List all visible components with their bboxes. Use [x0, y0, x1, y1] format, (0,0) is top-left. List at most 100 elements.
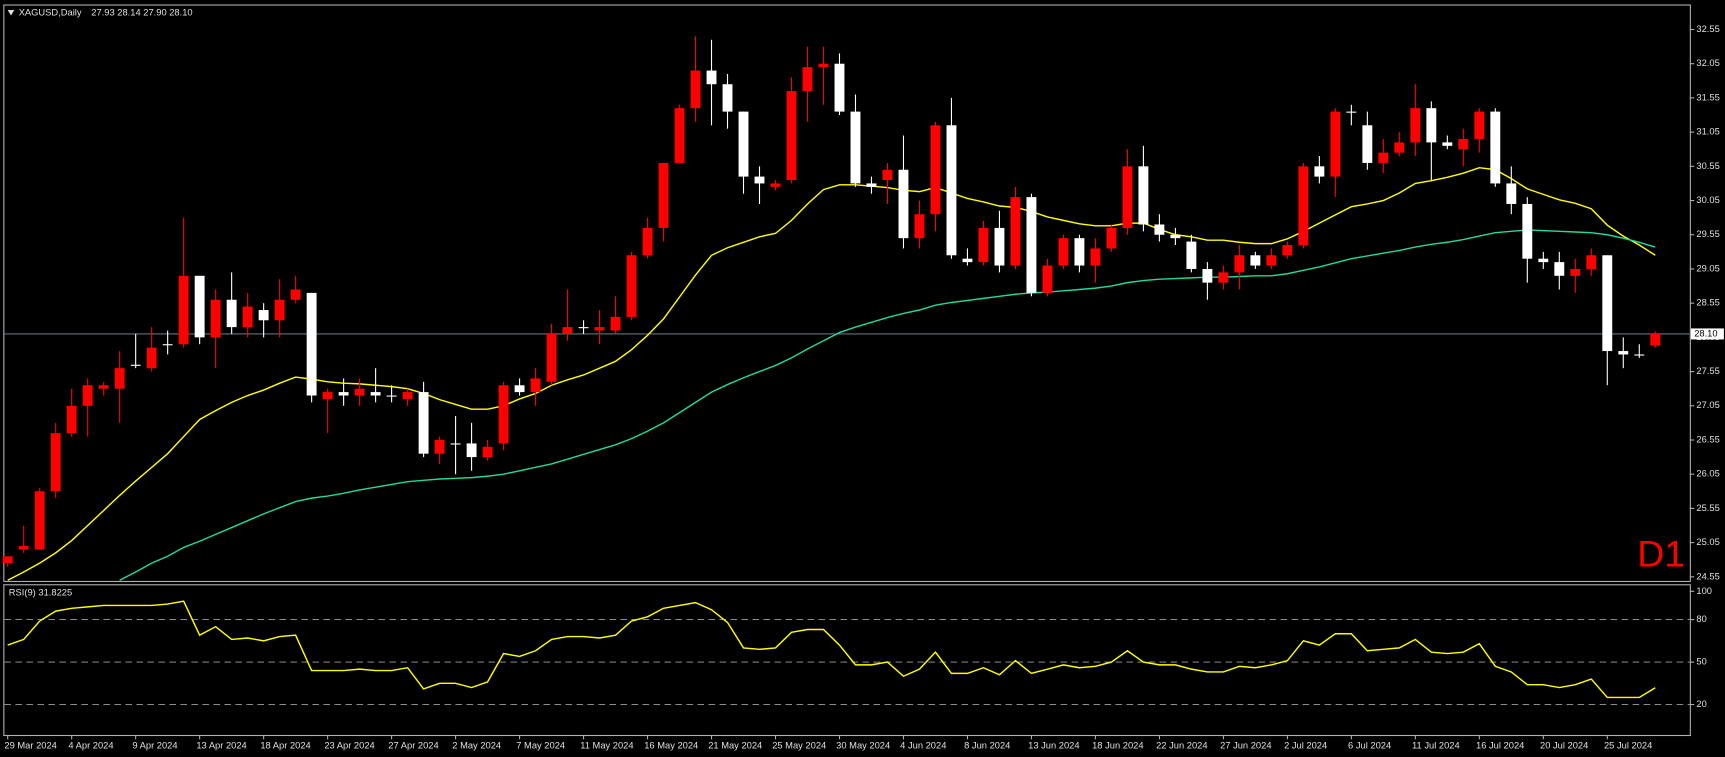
- y-tick-label: 32.55: [1696, 24, 1719, 34]
- y-tick-label: 24.55: [1696, 571, 1719, 581]
- candle-body: [1202, 268, 1213, 283]
- candle-body: [642, 227, 653, 256]
- x-tick-label: 8 Jun 2024: [964, 740, 1010, 750]
- candle-body: [290, 289, 301, 300]
- candle-body: [1314, 166, 1325, 177]
- candle-body: [546, 333, 557, 382]
- x-tick-label: 4 Apr 2024: [68, 740, 113, 750]
- x-tick-label: 21 May 2024: [708, 740, 762, 750]
- candle-body: [1218, 272, 1229, 283]
- x-tick-label: 2 May 2024: [452, 740, 501, 750]
- candle-body: [226, 299, 237, 328]
- current-price-box: [1690, 328, 1724, 340]
- x-tick-label: 18 Jun 2024: [1092, 740, 1143, 750]
- y-tick-label: 80: [1696, 614, 1706, 624]
- candle-body: [1170, 234, 1181, 239]
- candle-body: [1378, 152, 1389, 163]
- candle-body: [1570, 268, 1581, 276]
- y-tick-label: 32.05: [1696, 58, 1719, 68]
- x-tick-label: 18 Apr 2024: [260, 740, 310, 750]
- chart-subtitle: 27.93 28.14 27.90 28.10: [91, 8, 192, 18]
- candle-body: [818, 63, 829, 68]
- x-tick-label: 25 Jul 2024: [1604, 740, 1652, 750]
- candle-body: [1234, 255, 1245, 273]
- candle-body: [338, 392, 349, 396]
- x-tick-label: 9 Apr 2024: [132, 740, 177, 750]
- x-tick-label: 27 Jun 2024: [1220, 740, 1271, 750]
- x-tick-label: 6 Jul 2024: [1348, 740, 1391, 750]
- candle-body: [82, 385, 93, 406]
- candle-body: [610, 316, 621, 331]
- candle-body: [210, 299, 221, 338]
- rsi-pane-border: [3, 584, 1691, 737]
- candle-body: [498, 385, 509, 444]
- x-tick-label: 11 Jul 2024: [1412, 740, 1460, 750]
- x-tick-label: 23 Apr 2024: [324, 740, 374, 750]
- candle-body: [1282, 245, 1293, 256]
- candle-body: [866, 183, 877, 187]
- candle-body: [994, 227, 1005, 266]
- candle-body: [1394, 142, 1405, 153]
- candle-body: [450, 443, 461, 445]
- candle-body: [466, 443, 477, 458]
- y-tick-label: 30.05: [1696, 195, 1719, 205]
- candle-body: [1106, 227, 1117, 249]
- price-pane-border: [3, 4, 1691, 583]
- candle-body: [18, 546, 29, 550]
- candle-body: [1474, 111, 1485, 139]
- candle-body: [898, 169, 909, 239]
- y-tick-label: 100: [1696, 586, 1712, 596]
- candle-body: [930, 125, 941, 215]
- y-tick-label: 29.55: [1696, 229, 1719, 239]
- y-tick-label: 26.05: [1696, 469, 1719, 479]
- x-tick-label: 7 May 2024: [516, 740, 565, 750]
- candle-body: [1618, 351, 1629, 355]
- candle-body: [322, 392, 333, 399]
- candle-body: [978, 227, 989, 263]
- candle-body: [1154, 224, 1165, 235]
- y-tick-label: 27.55: [1696, 366, 1719, 376]
- candle-body: [850, 111, 861, 184]
- candle-body: [1426, 108, 1437, 143]
- candle-body: [1266, 255, 1277, 266]
- candle-body: [690, 70, 701, 109]
- candle-body: [130, 364, 141, 366]
- rsi-line: [7, 600, 1656, 699]
- menu-triangle: [7, 9, 15, 16]
- candle-body: [386, 395, 397, 397]
- candle-body: [258, 310, 269, 321]
- candle-body: [1650, 333, 1661, 346]
- x-tick-label: 22 Jun 2024: [1156, 740, 1207, 750]
- candle-body: [834, 63, 845, 112]
- y-tick-label: 20: [1696, 699, 1706, 709]
- candle-body: [1522, 203, 1533, 259]
- candle-body: [50, 433, 61, 492]
- candle-body: [658, 162, 669, 228]
- candle-body: [178, 275, 189, 345]
- x-tick-label: 25 May 2024: [772, 740, 826, 750]
- candle-body: [578, 327, 589, 329]
- candle-body: [146, 347, 157, 369]
- candle-body: [1634, 354, 1645, 356]
- candle-body: [1026, 197, 1037, 293]
- candle-body: [562, 327, 573, 334]
- current-price-label: 28.10: [1694, 328, 1717, 338]
- candle-body: [1506, 183, 1517, 204]
- candle-body: [802, 67, 813, 92]
- y-tick-label: 26.55: [1696, 434, 1719, 444]
- x-tick-label: 13 Jun 2024: [1028, 740, 1079, 750]
- moving-average-line: [119, 229, 1656, 581]
- candle-body: [786, 91, 797, 181]
- chart-title: XAGUSD,Daily: [19, 8, 82, 18]
- candle-body: [770, 183, 781, 187]
- candle-body: [1058, 238, 1069, 266]
- x-tick-label: 4 Jun 2024: [900, 740, 946, 750]
- x-tick-label: 11 May 2024: [580, 740, 633, 750]
- y-tick-label: 31.05: [1696, 127, 1719, 137]
- candle-body: [274, 299, 285, 321]
- candle-body: [402, 392, 413, 399]
- candle-body: [114, 368, 125, 389]
- candle-body: [1554, 262, 1565, 276]
- candle-body: [706, 70, 717, 85]
